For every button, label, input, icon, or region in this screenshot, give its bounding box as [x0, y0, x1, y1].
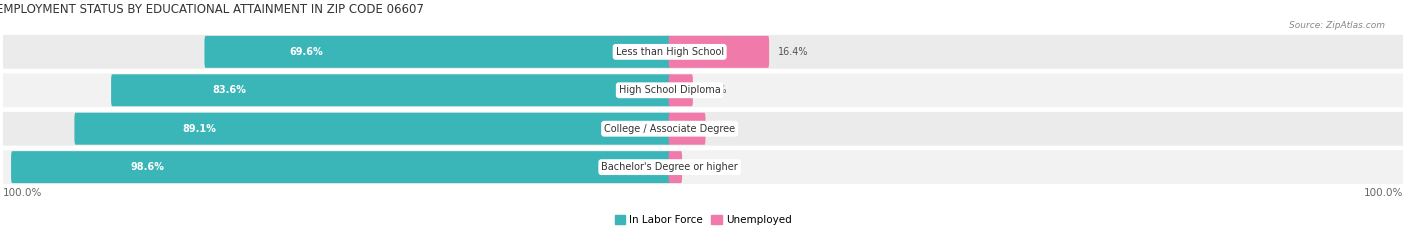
- Text: 100.0%: 100.0%: [3, 188, 42, 198]
- FancyBboxPatch shape: [3, 112, 1403, 146]
- Text: 5.8%: 5.8%: [714, 124, 740, 134]
- Text: 16.4%: 16.4%: [778, 47, 808, 57]
- FancyBboxPatch shape: [3, 73, 1403, 107]
- Text: College / Associate Degree: College / Associate Degree: [605, 124, 735, 134]
- Text: 83.6%: 83.6%: [212, 85, 246, 95]
- Text: 98.6%: 98.6%: [131, 162, 165, 172]
- Text: 89.1%: 89.1%: [183, 124, 217, 134]
- FancyBboxPatch shape: [111, 74, 671, 106]
- FancyBboxPatch shape: [669, 74, 693, 106]
- Text: Less than High School: Less than High School: [616, 47, 724, 57]
- FancyBboxPatch shape: [204, 36, 671, 68]
- FancyBboxPatch shape: [3, 150, 1403, 184]
- Text: Source: ZipAtlas.com: Source: ZipAtlas.com: [1289, 21, 1385, 30]
- Text: Bachelor's Degree or higher: Bachelor's Degree or higher: [602, 162, 738, 172]
- FancyBboxPatch shape: [75, 113, 671, 145]
- Text: 1.9%: 1.9%: [692, 162, 716, 172]
- Text: 3.7%: 3.7%: [702, 85, 727, 95]
- Text: EMPLOYMENT STATUS BY EDUCATIONAL ATTAINMENT IN ZIP CODE 06607: EMPLOYMENT STATUS BY EDUCATIONAL ATTAINM…: [0, 3, 423, 16]
- FancyBboxPatch shape: [3, 35, 1403, 69]
- FancyBboxPatch shape: [669, 36, 769, 68]
- Legend: In Labor Force, Unemployed: In Labor Force, Unemployed: [610, 211, 796, 229]
- FancyBboxPatch shape: [11, 151, 671, 183]
- Text: 100.0%: 100.0%: [1364, 188, 1403, 198]
- Text: 69.6%: 69.6%: [290, 47, 323, 57]
- FancyBboxPatch shape: [669, 113, 706, 145]
- FancyBboxPatch shape: [669, 151, 682, 183]
- Text: High School Diploma: High School Diploma: [619, 85, 720, 95]
